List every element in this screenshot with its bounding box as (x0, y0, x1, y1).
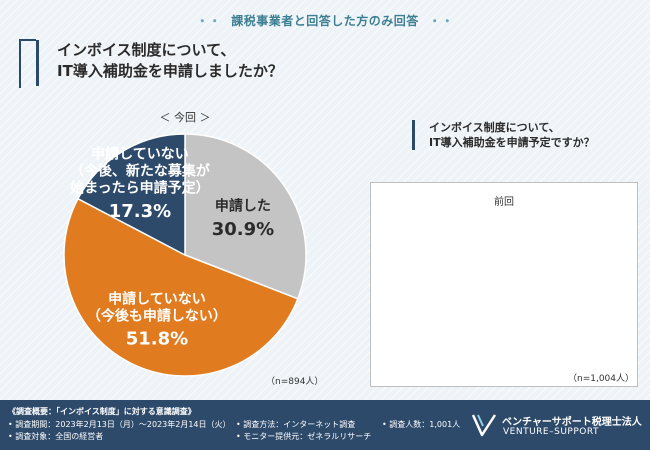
pie-slice-not-applied-no-plan (63, 197, 299, 377)
slice-label-not-applied-plan: 申請していない (91, 146, 189, 163)
survey-footer: 《調査概要：「インボイス制度」に対する意識調査》 • 調査期間：2023年2月1… (0, 400, 650, 450)
previous-pie-subtitle: 前回 (494, 197, 514, 208)
slice-label-not-applied-no-plan: 申請していない (108, 290, 206, 307)
current-question-line1: インボイス制度について、 (57, 41, 236, 59)
previous-question-line2: IT導入補助金を申請予定ですか？ (429, 136, 595, 149)
slice-label-applied: 申請した (215, 197, 271, 214)
survey-method: • 調査方法：インターネット調査 (236, 420, 356, 429)
current-pie-subtitle: ＜ 今回 ＞ (159, 111, 211, 124)
previous-question-line1: インボイス制度について、 (429, 121, 560, 134)
company-name-en: VENTURE–SUPPORT (503, 427, 599, 437)
header-dots-right: ・・ (428, 14, 454, 28)
previous-survey-panel: 前回 (370, 182, 638, 387)
survey-period: • 調査期間：2023年2月13日（月）〜2023年2月14日（火） (8, 420, 231, 429)
current-sample-size: （n=894人） (266, 377, 324, 387)
slice-value-not-applied-plan: 17.3% (109, 201, 171, 222)
header-title: 課税事業者と回答した方のみ回答 (231, 14, 419, 28)
current-question: インボイス制度について、 IT導入補助金を申請しましたか？ (36, 40, 337, 86)
slice-value-not-applied-no-plan: 51.8% (126, 329, 188, 350)
survey-respondents: • 調査人数：1,001人 (382, 420, 461, 429)
survey-overview: 《調査概要：「インボイス制度」に対する意識調査》 (8, 407, 196, 416)
slice-value-applied: 30.9% (212, 219, 274, 240)
slice-label-not-applied-plan: （今後、新たな募集が (70, 163, 211, 180)
slice-label-not-applied-plan: 始まったら申請予定） (70, 180, 209, 197)
current-pie: 申請した30.9%申請していない（今後も申請しない）51.8%申請していない（今… (63, 133, 307, 377)
venture-support-logo-icon (471, 414, 497, 437)
question-corner-mark (19, 39, 36, 88)
company-name-ja: ベンチャーサポート税理士法人 (502, 417, 642, 428)
survey-monitor: • モニター提供元：ゼネラルリサーチ (236, 432, 372, 441)
current-question-line2: IT導入補助金を申請しましたか？ (57, 62, 283, 80)
previous-question: インボイス制度について、 IT導入補助金を申請予定ですか？ (412, 120, 649, 150)
survey-scope-header: ・・ 課税事業者と回答した方のみ回答 ・・ (0, 12, 650, 29)
slice-label-not-applied-no-plan: （今後も申請しない） (87, 307, 227, 324)
header-dots-left: ・・ (196, 14, 222, 28)
previous-sample-size: （n=1,004人） (568, 374, 635, 384)
survey-target: • 調査対象：全国の経営者 (8, 432, 104, 441)
pie-slice-not-applied-plan (76, 133, 186, 257)
pie-slice-applied (184, 133, 307, 300)
